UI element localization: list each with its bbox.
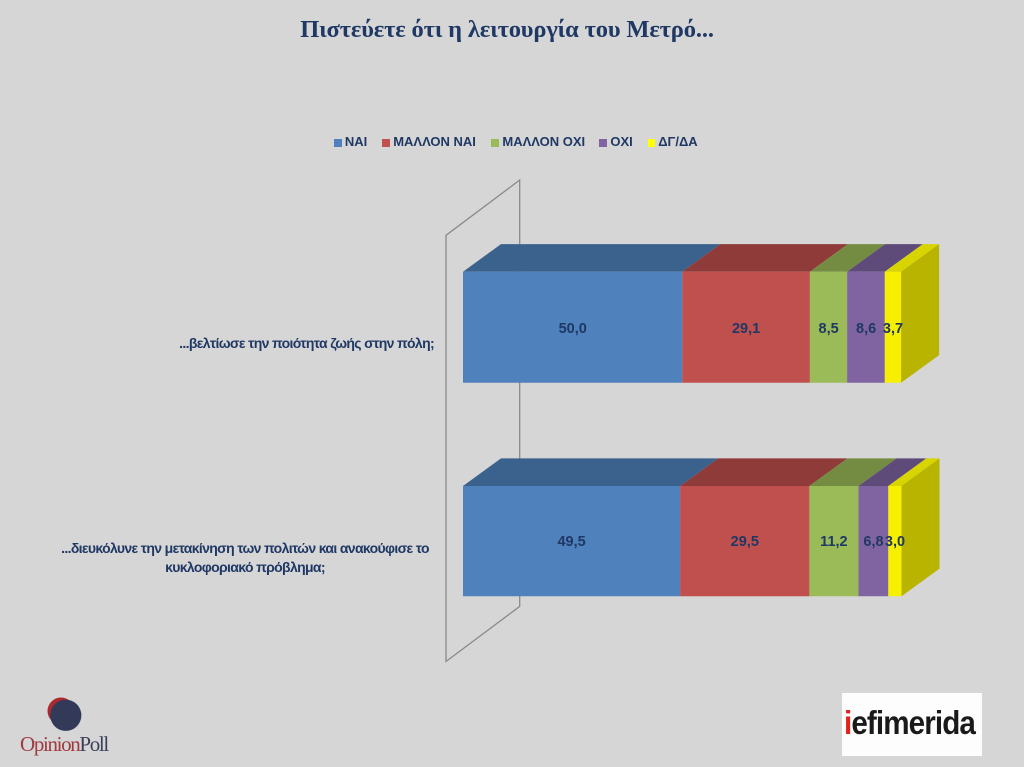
svg-text:iefimerida: iefimerida — [844, 704, 976, 741]
